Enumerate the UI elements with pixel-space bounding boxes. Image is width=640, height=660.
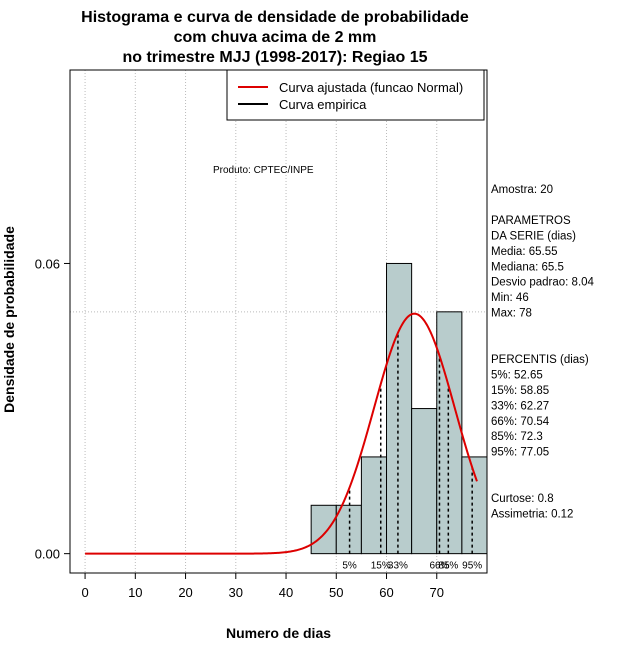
x-tick-label: 50 xyxy=(329,585,343,600)
x-tick-label: 10 xyxy=(128,585,142,600)
histogram-bar xyxy=(360,456,388,555)
histogram-bar xyxy=(335,504,362,555)
legend-box xyxy=(226,69,485,121)
stat-line: DA SERIE (dias) xyxy=(491,230,576,242)
legend: Curva ajustada (funcao Normal) Curva empi… xyxy=(226,69,485,121)
histogram-bar xyxy=(310,504,337,555)
stat-line: Max: 78 xyxy=(491,308,532,320)
stat-line: Assimetria: 0.12 xyxy=(491,508,573,520)
y-tick-label: 0.00 xyxy=(35,547,60,562)
stat-line: Amostra: 20 xyxy=(491,184,553,196)
stat-line: 85%: 72.3 xyxy=(491,431,543,443)
normal-curve xyxy=(85,312,478,555)
percentile-lines: 5% 15%33% 66%85% 95% xyxy=(342,332,482,572)
x-tick-label: 60 xyxy=(379,585,393,600)
legend-label: Curva ajustada (funcao Normal) xyxy=(279,80,463,95)
stat-line: 5%: 52.65 xyxy=(491,369,543,381)
percentile-label: 33% xyxy=(388,561,408,572)
histogram-bars xyxy=(310,262,488,555)
stat-line: Media: 65.55 xyxy=(491,246,558,258)
x-axis-title: Numero de dias xyxy=(226,625,331,641)
percentile-label: 15% xyxy=(371,561,391,572)
percentile-label: 85% xyxy=(438,561,458,572)
percentile-label: 66% xyxy=(429,561,449,572)
stat-line: 33%: 62.27 xyxy=(491,400,549,412)
axes: 0 10 20 30 40 50 60 70 0.00 0.06 Numero de dias Den… xyxy=(1,69,488,641)
x-tick-label: 40 xyxy=(279,585,293,600)
x-tick-label: 20 xyxy=(178,585,192,600)
stat-line: 15%: 58.85 xyxy=(491,385,549,397)
y-tick-label: 0.06 xyxy=(35,256,60,271)
title-line: com chuva acima de 2 mm xyxy=(174,29,377,46)
y-axis-title: Densidade de probabilidade xyxy=(1,226,17,413)
histogram-bar xyxy=(386,262,413,555)
product-annotation: Produto: CPTEC/INPE xyxy=(213,165,314,176)
fitted-normal-curve xyxy=(85,312,478,555)
x-tick-label: 0 xyxy=(81,585,88,600)
legend-label: Curva empirica xyxy=(279,97,367,112)
histogram-bar xyxy=(436,311,463,555)
stat-line: PARAMETROS xyxy=(491,215,571,227)
stat-line: Min: 46 xyxy=(491,292,529,304)
chart-title: Histograma e curva de densidade de proba… xyxy=(81,9,469,66)
x-tick-label: 70 xyxy=(430,585,444,600)
stat-line: Curtose: 0.8 xyxy=(491,493,554,505)
stat-line: 95%: 77.05 xyxy=(491,447,549,459)
title-line: Histograma e curva de densidade de proba… xyxy=(81,9,469,26)
statistics-panel: Amostra: 20 PARAMETROS DA SERIE (dias) Me… xyxy=(491,184,595,520)
x-tick-label: 30 xyxy=(229,585,243,600)
stat-line: Mediana: 65.5 xyxy=(491,261,564,273)
stat-line: PERCENTIS (dias) xyxy=(491,354,589,366)
histogram-bar xyxy=(411,408,438,555)
title-line: no trimestre MJJ (1998-2017): Regiao 15 xyxy=(122,49,427,66)
percentile-label: 95% xyxy=(462,561,482,572)
stat-line: 66%: 70.54 xyxy=(491,416,550,428)
percentile-label: 5% xyxy=(342,561,357,572)
stat-line: Desvio padrao: 8.04 xyxy=(491,277,595,289)
